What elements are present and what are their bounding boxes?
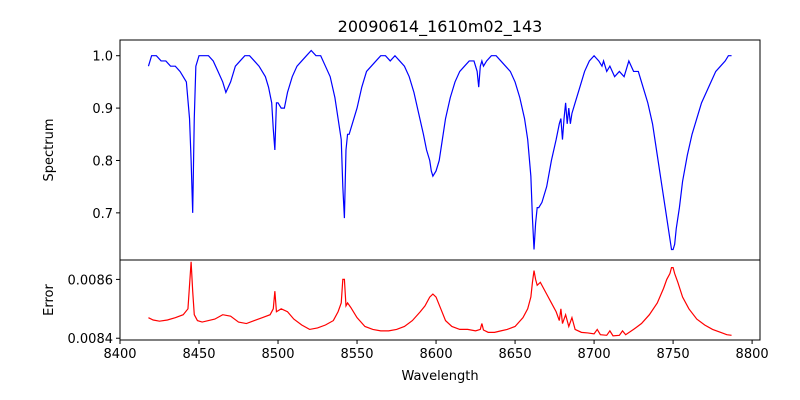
spectrum-y-label: Spectrum: [42, 119, 57, 182]
error-panel: 0.0084 0.0086 8400 8450 8500 8550 8600 8650 870…: [42, 259, 769, 384]
y-tick-label: 0.9: [92, 102, 113, 117]
chart-title: 20090614_1610m02_143: [338, 17, 543, 37]
error-axes-frame: [119, 259, 761, 341]
x-tick-label: 8400: [103, 347, 136, 362]
x-tick-label: 8450: [182, 347, 215, 362]
y-tick-label: 0.0084: [68, 332, 114, 347]
x-tick-label: 8800: [736, 347, 769, 362]
x-tick-label: 8700: [578, 347, 611, 362]
x-tick-label: 8500: [261, 347, 294, 362]
y-tick-label: 1.0: [92, 50, 113, 65]
y-tick-label: 0.8: [92, 154, 113, 169]
y-tick-label: 0.0086: [68, 273, 114, 288]
x-tick-label: 8750: [657, 347, 690, 362]
x-tick-label: 8650: [499, 347, 532, 362]
error-y-label: Error: [42, 284, 57, 316]
x-ticks: 8400 8450 8500 8550 8600 8650 8700 8750 8800: [103, 340, 769, 362]
y-tick-label: 0.7: [92, 207, 113, 222]
error-line: [148, 261, 732, 337]
x-tick-label: 8550: [340, 347, 373, 362]
x-tick-label: 8600: [420, 347, 453, 362]
spectrum-line: [147, 49, 732, 251]
spectrum-y-ticks: 0.7 0.8 0.9 1.0: [92, 50, 120, 222]
error-y-ticks: 0.0084 0.0086: [68, 273, 120, 347]
x-axis-label: Wavelength: [401, 369, 478, 384]
